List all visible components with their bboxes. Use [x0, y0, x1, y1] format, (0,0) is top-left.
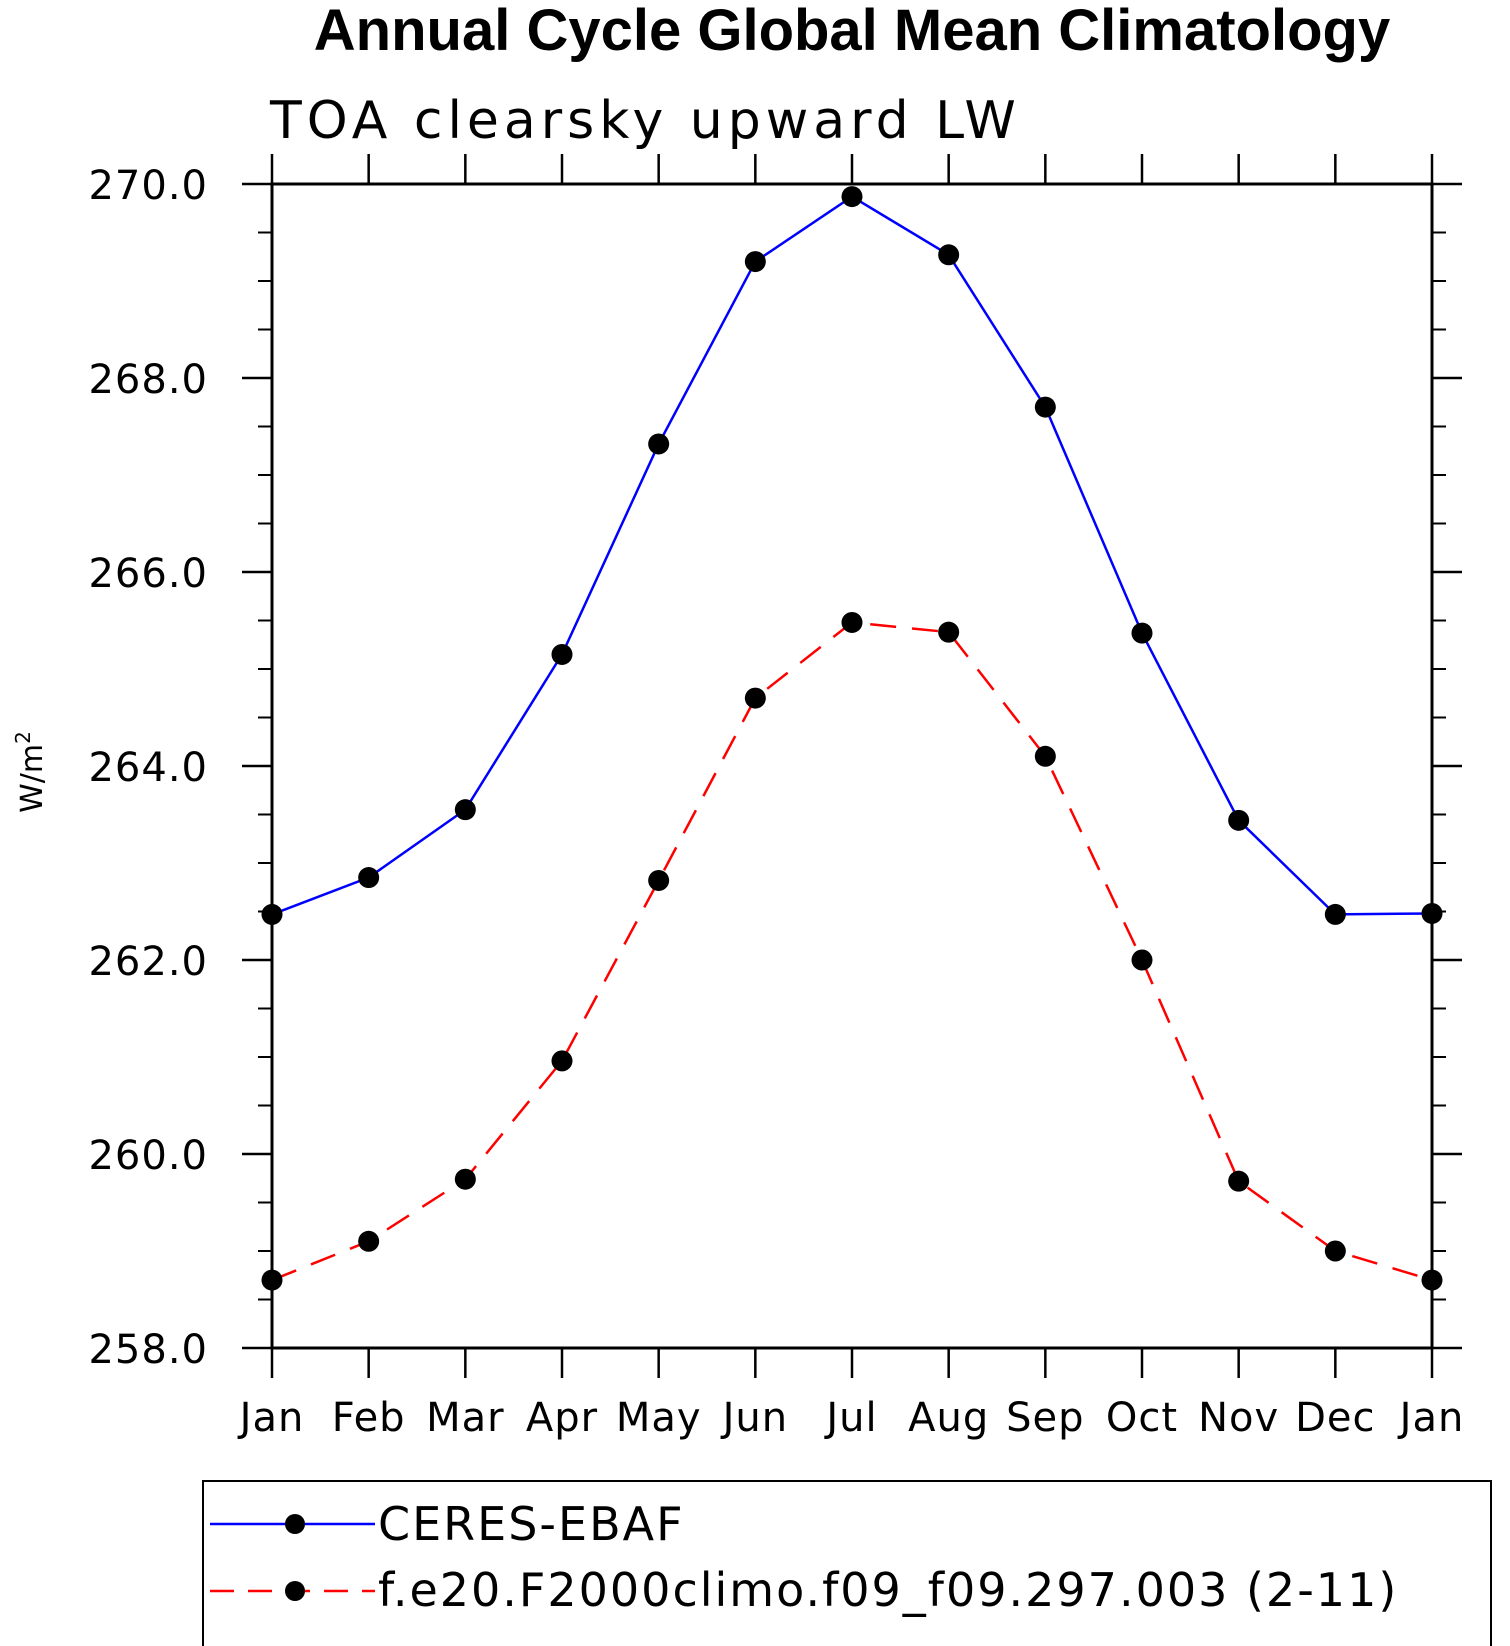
- x-tick-label: Mar: [426, 1395, 504, 1441]
- x-tick-label: Feb: [332, 1395, 406, 1441]
- series-0-point: [261, 903, 283, 925]
- series-1-point: [938, 621, 960, 643]
- plot-frame: [270, 182, 1434, 1350]
- series-1-point: [1324, 1240, 1346, 1262]
- y-axis-label: W/m2: [11, 731, 50, 813]
- y-axis-label-superscript: 2: [11, 731, 35, 744]
- series-layer: [261, 186, 1443, 1291]
- series-1-point: [1421, 1269, 1443, 1291]
- x-tick-label: Jan: [1397, 1395, 1465, 1441]
- y-axis-label-text: W/m: [15, 744, 50, 813]
- x-tick-label: Jun: [720, 1395, 789, 1441]
- x-tick-label: Apr: [526, 1395, 598, 1441]
- y-tick-label: 268.0: [88, 357, 208, 403]
- legend-marker-model: [285, 1581, 305, 1601]
- legend-marker-ceres: [285, 1514, 305, 1534]
- legend-box: [202, 1480, 1492, 1646]
- x-tick-label: Nov: [1198, 1395, 1279, 1441]
- chart-subtitle: TOA clearsky upward LW: [269, 91, 1021, 151]
- x-tick-label: Oct: [1106, 1395, 1178, 1441]
- series-1-point: [358, 1230, 380, 1252]
- series-0-point: [1228, 809, 1250, 831]
- series-1-point: [744, 687, 766, 709]
- series-1-point: [841, 611, 863, 633]
- series-line-0: [271, 195, 1433, 916]
- series-0-point: [1034, 396, 1056, 418]
- series-0-point: [938, 244, 960, 266]
- x-tick-label: Sep: [1006, 1395, 1084, 1441]
- series-line-1: [271, 621, 1433, 1282]
- y-tick-labels: 258.0 260.0 262.0 264.0 266.0 268.0 270.0: [88, 163, 208, 1373]
- series-0-point: [358, 867, 380, 889]
- y-tick-label: 258.0: [88, 1327, 208, 1373]
- x-tick-label: Aug: [908, 1395, 989, 1441]
- series-0-point: [1421, 902, 1443, 924]
- legend-label-model: f.e20.F2000climo.f09_f09.297.003 (2-11): [378, 1563, 1398, 1617]
- series-0-point: [551, 643, 573, 665]
- y-tick-label: 262.0: [88, 939, 208, 985]
- series-0-point: [1131, 622, 1153, 644]
- series-0-point: [454, 799, 476, 821]
- x-tick-label: May: [616, 1395, 702, 1441]
- chart-title: Annual Cycle Global Mean Climatology: [314, 0, 1390, 63]
- x-tick-label: Jul: [823, 1395, 877, 1441]
- x-tick-label: Dec: [1295, 1395, 1375, 1441]
- legend: CERES-EBAF f.e20.F2000climo.f09_f09.297.…: [202, 1480, 1492, 1646]
- x-tick-label: Jan: [237, 1395, 305, 1441]
- series-0-point: [744, 251, 766, 273]
- y-tick-label: 266.0: [88, 551, 208, 597]
- series-1-point: [1034, 745, 1056, 767]
- series-1-point: [1131, 949, 1153, 971]
- legend-label-ceres: CERES-EBAF: [378, 1497, 685, 1551]
- y-tick-label: 264.0: [88, 745, 208, 791]
- y-tick-label: 270.0: [88, 163, 208, 209]
- series-0-point: [1324, 903, 1346, 925]
- ticks-layer: [242, 154, 1462, 1378]
- x-tick-labels: Jan Feb Mar Apr May Jun Jul Aug Sep Oct Nov Dec Jan: [237, 1395, 1465, 1441]
- series-0-point: [841, 186, 863, 208]
- series-1-point: [648, 869, 670, 891]
- series-1-point: [551, 1050, 573, 1072]
- series-1-point: [1228, 1170, 1250, 1192]
- y-tick-label: 260.0: [88, 1133, 208, 1179]
- series-0-point: [648, 433, 670, 455]
- series-1-point: [261, 1269, 283, 1291]
- series-1-point: [454, 1168, 476, 1190]
